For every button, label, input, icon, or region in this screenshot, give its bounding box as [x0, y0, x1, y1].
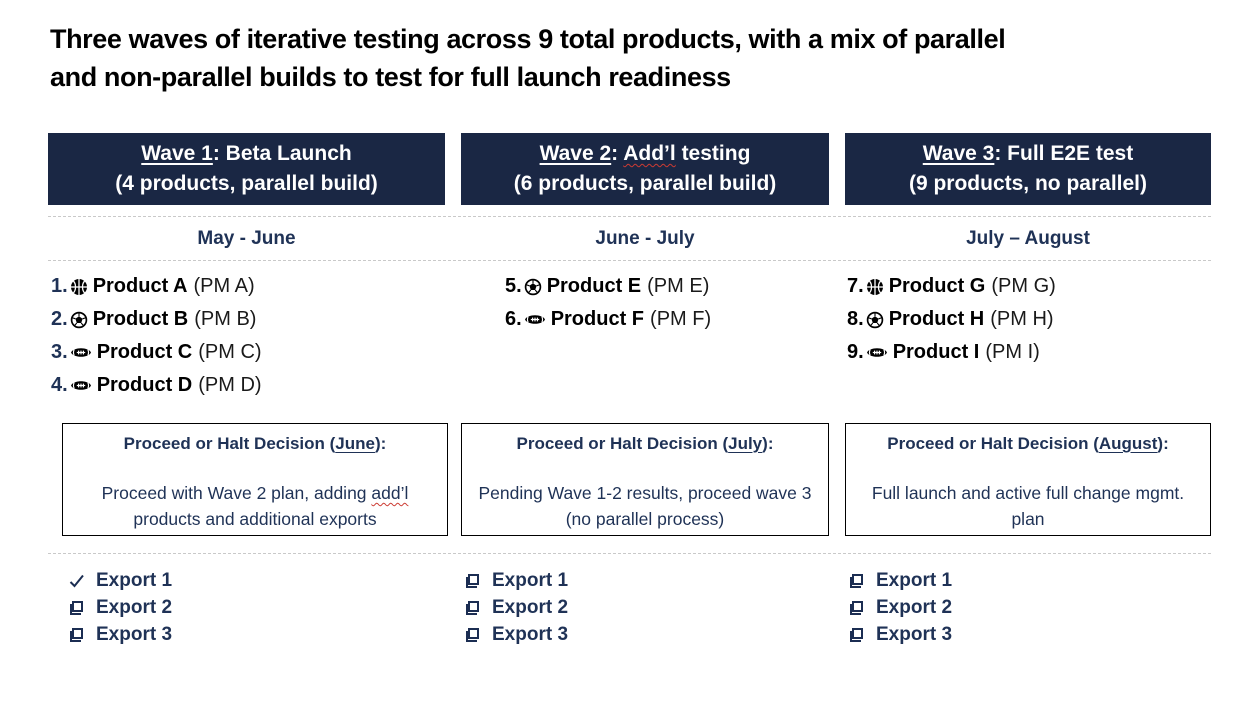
export-item: Export 1 [464, 567, 829, 594]
wave-2-product-list: 5. Product E (PM E) 6. Product F (PM F) [461, 270, 829, 423]
divider-above-exports [48, 553, 1211, 554]
export-label: Export 3 [96, 623, 173, 645]
wave-2-header-line2: (6 products, parallel build) [513, 172, 777, 195]
basketball-icon [70, 278, 88, 296]
wave-1-header-line1: Wave 1: Beta Launch [141, 142, 352, 165]
slide-title-line1: Three waves of iterative testing across … [50, 24, 1006, 54]
export-label: Export 1 [876, 569, 953, 591]
wave-2-header-line1: Wave 2: Add’l testing [539, 142, 751, 165]
football-icon [524, 312, 546, 327]
football-icon [866, 345, 888, 360]
wave-1-date-range: May - June [197, 227, 296, 249]
product-row: 3. Product C (PM C) [51, 341, 262, 363]
wave-3-product-list: 7. Product G (PM G) 8. Product H (PM H) 9. Pr… [845, 270, 1211, 423]
checkbox-icon [848, 627, 866, 643]
checkbox-icon [68, 627, 86, 643]
checkbox-icon [848, 600, 866, 616]
product-row: 5. Product E (PM E) [505, 275, 710, 297]
export-item: Export 2 [848, 594, 1211, 621]
export-item: Export 1 [848, 567, 1211, 594]
wave-3-header-line1: Wave 3: Full E2E test [922, 142, 1134, 165]
soccer-ball-icon [524, 278, 542, 296]
football-icon [70, 378, 92, 393]
wave-2-export-list: Export 1 Export 2 Export 3 [461, 567, 829, 648]
export-label: Export 3 [876, 623, 953, 645]
decision-title: Proceed or Halt Decision (June): [123, 434, 387, 453]
products-row: 1. Product A (PM A) 2. Product B (PM B) 3. Pr… [48, 261, 1211, 423]
export-item: Export 3 [464, 621, 829, 648]
export-item: Export 1 [68, 567, 445, 594]
wave-1-header-line2: (4 products, parallel build) [115, 172, 378, 195]
wave-1-product-list: 1. Product A (PM A) 2. Product B (PM B) 3. Pr… [48, 270, 445, 423]
checkbox-icon [464, 600, 482, 616]
checkbox-icon [464, 573, 482, 589]
wave-3-header-line2: (9 products, no parallel) [908, 172, 1148, 195]
decision-box-wave-1: Proceed or Halt Decision (June): Proceed… [62, 423, 448, 536]
export-item: Export 3 [848, 621, 1211, 648]
decision-body: Proceed with Wave 2 plan, adding add’l p… [101, 483, 409, 529]
product-row: 1. Product A (PM A) [51, 275, 255, 297]
decision-body: Pending Wave 1-2 results, proceed wave 3… [478, 483, 812, 529]
dates-row: May - June June - July July – August [48, 217, 1211, 260]
wave-2-date-range: June - July [595, 227, 695, 249]
basketball-icon [866, 278, 884, 296]
export-label: Export 2 [96, 596, 173, 618]
wave-1-export-list: Export 1 Export 2 Export 3 [48, 567, 445, 648]
product-row: 7. Product G (PM G) [847, 275, 1056, 297]
decision-box-wave-2: Proceed or Halt Decision (July): Pending… [461, 423, 829, 536]
checkbox-icon [848, 573, 866, 589]
slide-title-line2: and non-parallel builds to test for full… [50, 62, 731, 92]
decision-body: Full launch and active full change mgmt.… [871, 483, 1185, 529]
export-label: Export 2 [492, 596, 569, 618]
wave-3-date-range: July – August [966, 227, 1090, 249]
exports-row: Export 1 Export 2 Export 3 Export 1 Expo… [48, 554, 1211, 648]
export-label: Export 1 [96, 569, 173, 591]
soccer-ball-icon [70, 311, 88, 329]
product-row: 4. Product D (PM D) [51, 374, 262, 396]
divider-above-dates [48, 216, 1211, 217]
export-item: Export 3 [68, 621, 445, 648]
wave-headers-row: Wave 1: Beta Launch (4 products, paralle… [48, 133, 1211, 205]
export-item: Export 2 [68, 594, 445, 621]
wave-3-export-list: Export 1 Export 2 Export 3 [845, 567, 1211, 648]
wave-2-header: Wave 2: Add’l testing (6 products, paral… [461, 133, 829, 205]
product-row: 2. Product B (PM B) [51, 308, 257, 330]
checkbox-icon [68, 600, 86, 616]
decision-box-wave-3: Proceed or Halt Decision (August): Full … [845, 423, 1211, 536]
divider-below-dates [48, 260, 1211, 261]
soccer-ball-icon [866, 311, 884, 329]
checkbox-icon [464, 627, 482, 643]
decision-row: Proceed or Halt Decision (June): Proceed… [48, 423, 1211, 536]
decision-title: Proceed or Halt Decision (August): [887, 434, 1169, 453]
export-label: Export 3 [492, 623, 569, 645]
slide-title: Three waves of iterative testing across … [50, 20, 1210, 96]
export-label: Export 2 [876, 596, 953, 618]
export-item: Export 2 [464, 594, 829, 621]
product-row: 8. Product H (PM H) [847, 308, 1054, 330]
wave-3-header: Wave 3: Full E2E test (9 products, no pa… [845, 133, 1211, 205]
football-icon [70, 345, 92, 360]
product-row: 9. Product I (PM I) [847, 341, 1040, 363]
decision-title: Proceed or Halt Decision (July): [516, 434, 774, 453]
checkmark-icon [68, 574, 86, 588]
product-row: 6. Product F (PM F) [505, 308, 712, 330]
export-label: Export 1 [492, 569, 569, 591]
wave-1-header: Wave 1: Beta Launch (4 products, paralle… [48, 133, 445, 205]
